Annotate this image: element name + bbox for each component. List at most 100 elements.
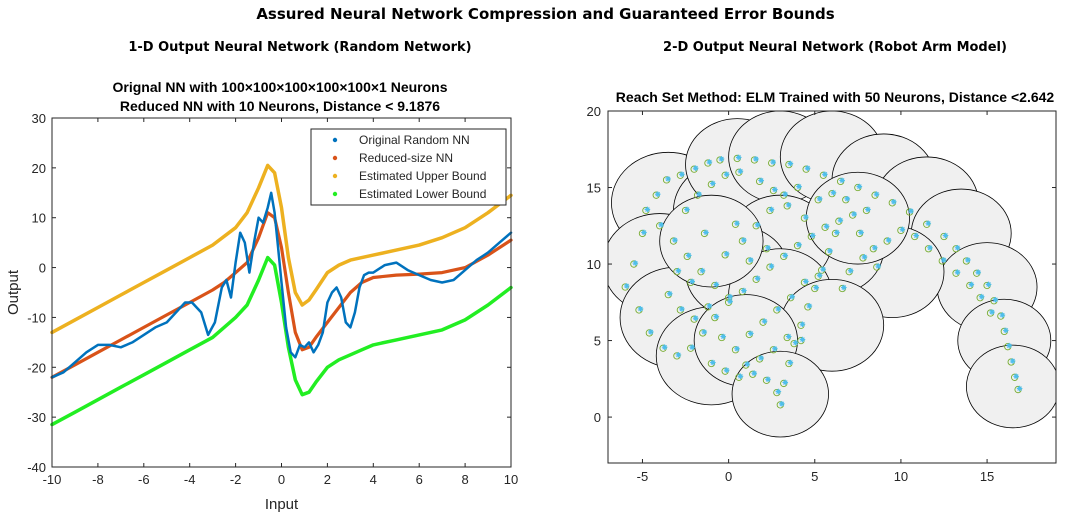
x-tick-label: -8 <box>92 472 104 487</box>
sample-point-star <box>765 244 771 251</box>
right-chart: -5 0 5 10 15 0 5 10 15 20 <box>587 104 1057 484</box>
sample-point-star <box>978 293 985 300</box>
sample-point-star <box>841 284 847 291</box>
sample-point-star <box>782 379 789 386</box>
sample-point-star <box>747 330 754 337</box>
sample-point-star <box>679 171 685 178</box>
sample-point-star <box>927 244 933 251</box>
legend-label: Estimated Lower Bound <box>359 187 486 201</box>
sample-point-star <box>875 263 882 269</box>
sample-point-star <box>1009 358 1016 364</box>
sample-point-star <box>727 293 733 300</box>
sample-point-star <box>758 177 764 184</box>
sample-point-star <box>799 321 806 328</box>
sample-point-star <box>706 159 713 165</box>
y-tick-label: -40 <box>27 460 46 475</box>
y-tick-label: -30 <box>27 410 46 425</box>
sample-point-star <box>696 191 702 197</box>
sample-point-star <box>737 373 744 380</box>
legend-label: Reduced-size NN <box>359 151 453 165</box>
sample-point-star <box>816 195 823 202</box>
sample-point-star <box>689 344 696 351</box>
sample-point-star <box>710 359 716 366</box>
sample-point-star <box>703 229 709 236</box>
sample-point-star <box>782 191 789 197</box>
sample-point-star <box>692 165 699 171</box>
x-tick-label: 15 <box>980 469 994 484</box>
sample-point-star <box>908 208 914 214</box>
sample-point-star <box>925 220 932 227</box>
sample-point-star <box>965 257 971 263</box>
sample-point-star <box>768 263 775 269</box>
sample-point-star <box>753 156 759 162</box>
series-line-reduced-size-nn <box>50 211 513 379</box>
sample-point-star <box>689 278 696 285</box>
sample-point-star <box>804 165 811 171</box>
y-tick-label: 20 <box>32 161 46 176</box>
x-tick-label: -5 <box>637 469 649 484</box>
x-tick-label: 0 <box>725 469 732 484</box>
sample-point-star <box>820 266 826 272</box>
reach-set-circle <box>966 344 1056 429</box>
sample-point-star <box>899 226 906 233</box>
sample-point-star <box>822 171 828 178</box>
sample-point-star <box>734 220 740 227</box>
x-tick-label: 10 <box>894 469 908 484</box>
sample-point-star <box>796 241 802 248</box>
sample-point-star <box>761 318 768 324</box>
sample-point-star <box>975 269 982 276</box>
sample-point-star <box>954 269 961 276</box>
sample-point-star <box>737 168 744 175</box>
sample-point-star <box>654 191 661 197</box>
sample-point-star <box>754 221 761 228</box>
sample-point-star <box>713 313 720 320</box>
sample-point-star <box>710 180 716 187</box>
sample-point-star <box>658 221 664 228</box>
sample-point-star <box>810 232 816 239</box>
sample-point-star <box>772 186 778 193</box>
sample-point-star <box>787 160 794 167</box>
reach-set-circle <box>659 194 764 288</box>
sample-point-star <box>985 281 992 288</box>
right-panel-heading: 2-D Output Neural Network (Robot Arm Mod… <box>663 40 1007 55</box>
x-tick-label: -10 <box>43 472 62 487</box>
x-tick-label: 5 <box>811 469 818 484</box>
sample-point-star <box>685 252 692 259</box>
sample-point-star <box>785 333 792 340</box>
sample-point-star <box>782 252 789 259</box>
sample-point-star <box>1016 385 1023 392</box>
sample-point-star <box>999 312 1006 318</box>
sample-point-star <box>772 345 778 352</box>
sample-point-star <box>744 361 751 367</box>
sample-point-star <box>741 287 747 294</box>
sample-point-star <box>806 303 813 309</box>
sample-point-star <box>637 306 644 312</box>
sample-point-star <box>775 388 782 395</box>
sample-point-star <box>891 199 897 205</box>
sample-point-star <box>723 171 730 178</box>
sample-point-star <box>679 306 685 312</box>
sample-point-star <box>1003 327 1009 334</box>
sample-point-star <box>827 248 833 254</box>
sample-point-star <box>758 355 764 361</box>
sample-point-star <box>858 229 864 236</box>
x-tick-label: -4 <box>184 472 196 487</box>
legend-marker <box>332 137 338 143</box>
sample-point-star <box>641 229 647 236</box>
legend-label: Estimated Upper Bound <box>359 169 486 183</box>
x-tick-label: 6 <box>416 472 423 487</box>
left-plot-title-line2: Reduced NN with 10 Neurons, Distance < 9… <box>119 98 441 114</box>
y-tick-label: 0 <box>39 261 46 276</box>
y-tick-label: 30 <box>32 111 46 126</box>
sample-point-star <box>851 211 857 217</box>
sample-point-star <box>754 275 761 282</box>
x-tick-label: -6 <box>138 472 150 487</box>
sample-point-star <box>816 272 823 279</box>
sample-point-star <box>813 284 820 291</box>
sample-point-star <box>701 329 708 335</box>
y-axis-label: Output <box>5 269 22 315</box>
sample-point-star <box>856 183 863 190</box>
x-tick-label: 2 <box>324 472 331 487</box>
x-axis-label: Input <box>265 496 299 513</box>
y-tick-label: -20 <box>27 360 46 375</box>
